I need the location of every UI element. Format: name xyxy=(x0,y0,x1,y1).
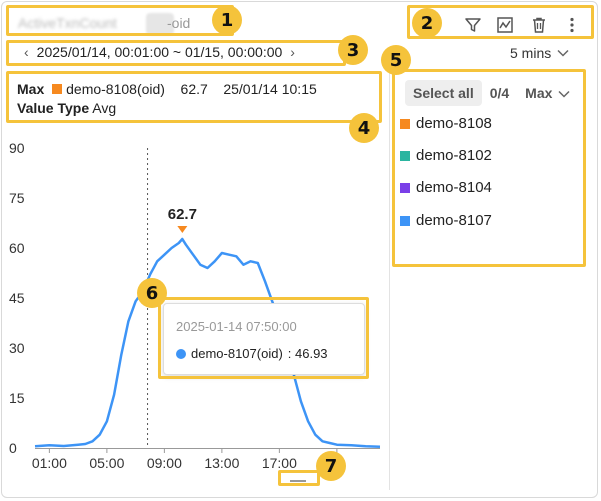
more-icon[interactable] xyxy=(562,15,582,35)
series-swatch xyxy=(52,84,63,95)
legend-label: demo-8104 xyxy=(416,179,492,196)
y-tick-label: 45 xyxy=(9,290,25,306)
x-tick-label: 17:00 xyxy=(262,455,297,471)
highlight-handle xyxy=(278,470,320,486)
chart-tooltip: 2025-01-14 07:50:00 demo-8107(oid) : 46.… xyxy=(163,303,365,375)
stat-label: Max xyxy=(17,81,45,97)
y-tick-label: 75 xyxy=(9,190,25,206)
legend-label: demo-8108 xyxy=(416,115,492,132)
highlight-toolbar xyxy=(407,5,594,39)
peak-marker xyxy=(177,226,188,233)
selection-count: 0/4 xyxy=(489,85,510,101)
time-range-label[interactable]: 2025/01/14, 00:01:00 ~ 01/15, 00:00:00 xyxy=(36,44,283,60)
legend-swatch xyxy=(400,150,410,161)
x-tick-label: 01:00 xyxy=(32,455,67,471)
highlight-title xyxy=(6,5,234,36)
legend-swatch xyxy=(400,118,410,129)
summary-panel: Max demo-8108(oid) 62.7 25/01/14 10:15 V… xyxy=(17,80,317,118)
legend-swatch xyxy=(400,182,410,193)
title-chip xyxy=(146,13,174,35)
highlight-time-range xyxy=(6,40,346,66)
chart-type-icon[interactable] xyxy=(495,15,515,35)
panel-divider xyxy=(389,70,390,490)
filter-icon[interactable] xyxy=(463,15,483,35)
chevron-down-icon xyxy=(557,49,569,57)
badge-6: 6 xyxy=(137,278,167,308)
legend-item[interactable]: demo-8107 xyxy=(400,212,492,229)
x-tick-label: 13:00 xyxy=(204,455,239,471)
x-tick-label: 05:00 xyxy=(89,455,124,471)
highlight-summary xyxy=(6,71,382,123)
interval-label: 5 mins xyxy=(510,45,552,61)
y-tick-label: 90 xyxy=(9,140,25,156)
value-type-label: Value Type xyxy=(17,100,90,116)
delete-icon[interactable] xyxy=(529,15,549,35)
widget-title-suffix: -oid xyxy=(167,15,191,31)
y-tick-label: 0 xyxy=(9,440,17,456)
prev-range-button[interactable]: ‹ xyxy=(24,44,29,60)
summary-time: 25/01/14 10:15 xyxy=(223,81,317,97)
legend-sort-label: Max xyxy=(525,85,553,101)
series-line xyxy=(34,237,381,448)
value-type: Avg xyxy=(92,100,117,116)
legend-sort-select[interactable]: Max xyxy=(525,85,570,101)
tooltip-series-dot xyxy=(176,348,186,359)
legend-header: Select all 0/4 Max xyxy=(405,80,570,106)
badge-3: 3 xyxy=(338,35,368,65)
badge-7: 7 xyxy=(316,451,346,481)
peak-label: 62.7 xyxy=(168,206,197,223)
tooltip-value: : 46.93 xyxy=(287,346,328,361)
legend-item[interactable]: demo-8104 xyxy=(400,179,492,196)
y-tick-label: 60 xyxy=(9,240,25,256)
tooltip-series: demo-8107(oid) xyxy=(191,346,283,361)
legend-label: demo-8102 xyxy=(416,147,492,164)
y-tick-label: 15 xyxy=(9,390,25,406)
summary-series-name: demo-8108(oid) xyxy=(66,81,165,97)
highlight-tooltip xyxy=(158,297,369,379)
badge-5: 5 xyxy=(381,45,411,75)
tooltip-row: demo-8107(oid) : 46.93 xyxy=(176,346,328,361)
legend-item[interactable]: demo-8108 xyxy=(400,115,492,132)
widget-title: ActiveTxnCount xyxy=(18,15,117,31)
summary-value: 62.7 xyxy=(180,81,208,97)
x-tick-label: 09:00 xyxy=(147,455,182,471)
select-all-button[interactable]: Select all xyxy=(405,80,482,106)
highlight-legend xyxy=(392,69,586,267)
chevron-down-icon xyxy=(558,90,570,98)
y-tick-label: 30 xyxy=(9,340,25,356)
legend-item[interactable]: demo-8102 xyxy=(400,147,492,164)
next-range-button[interactable]: › xyxy=(290,44,295,60)
legend-swatch xyxy=(400,215,410,226)
interval-select[interactable]: 5 mins xyxy=(510,45,569,61)
bottom-handle[interactable] xyxy=(290,480,306,482)
badge-2: 2 xyxy=(412,8,442,38)
tooltip-time: 2025-01-14 07:50:00 xyxy=(176,319,297,334)
time-range: ‹ 2025/01/14, 00:01:00 ~ 01/15, 00:00:00… xyxy=(24,44,295,60)
legend-label: demo-8107 xyxy=(416,212,492,229)
badge-4: 4 xyxy=(349,113,379,143)
badge-1: 1 xyxy=(212,5,242,35)
